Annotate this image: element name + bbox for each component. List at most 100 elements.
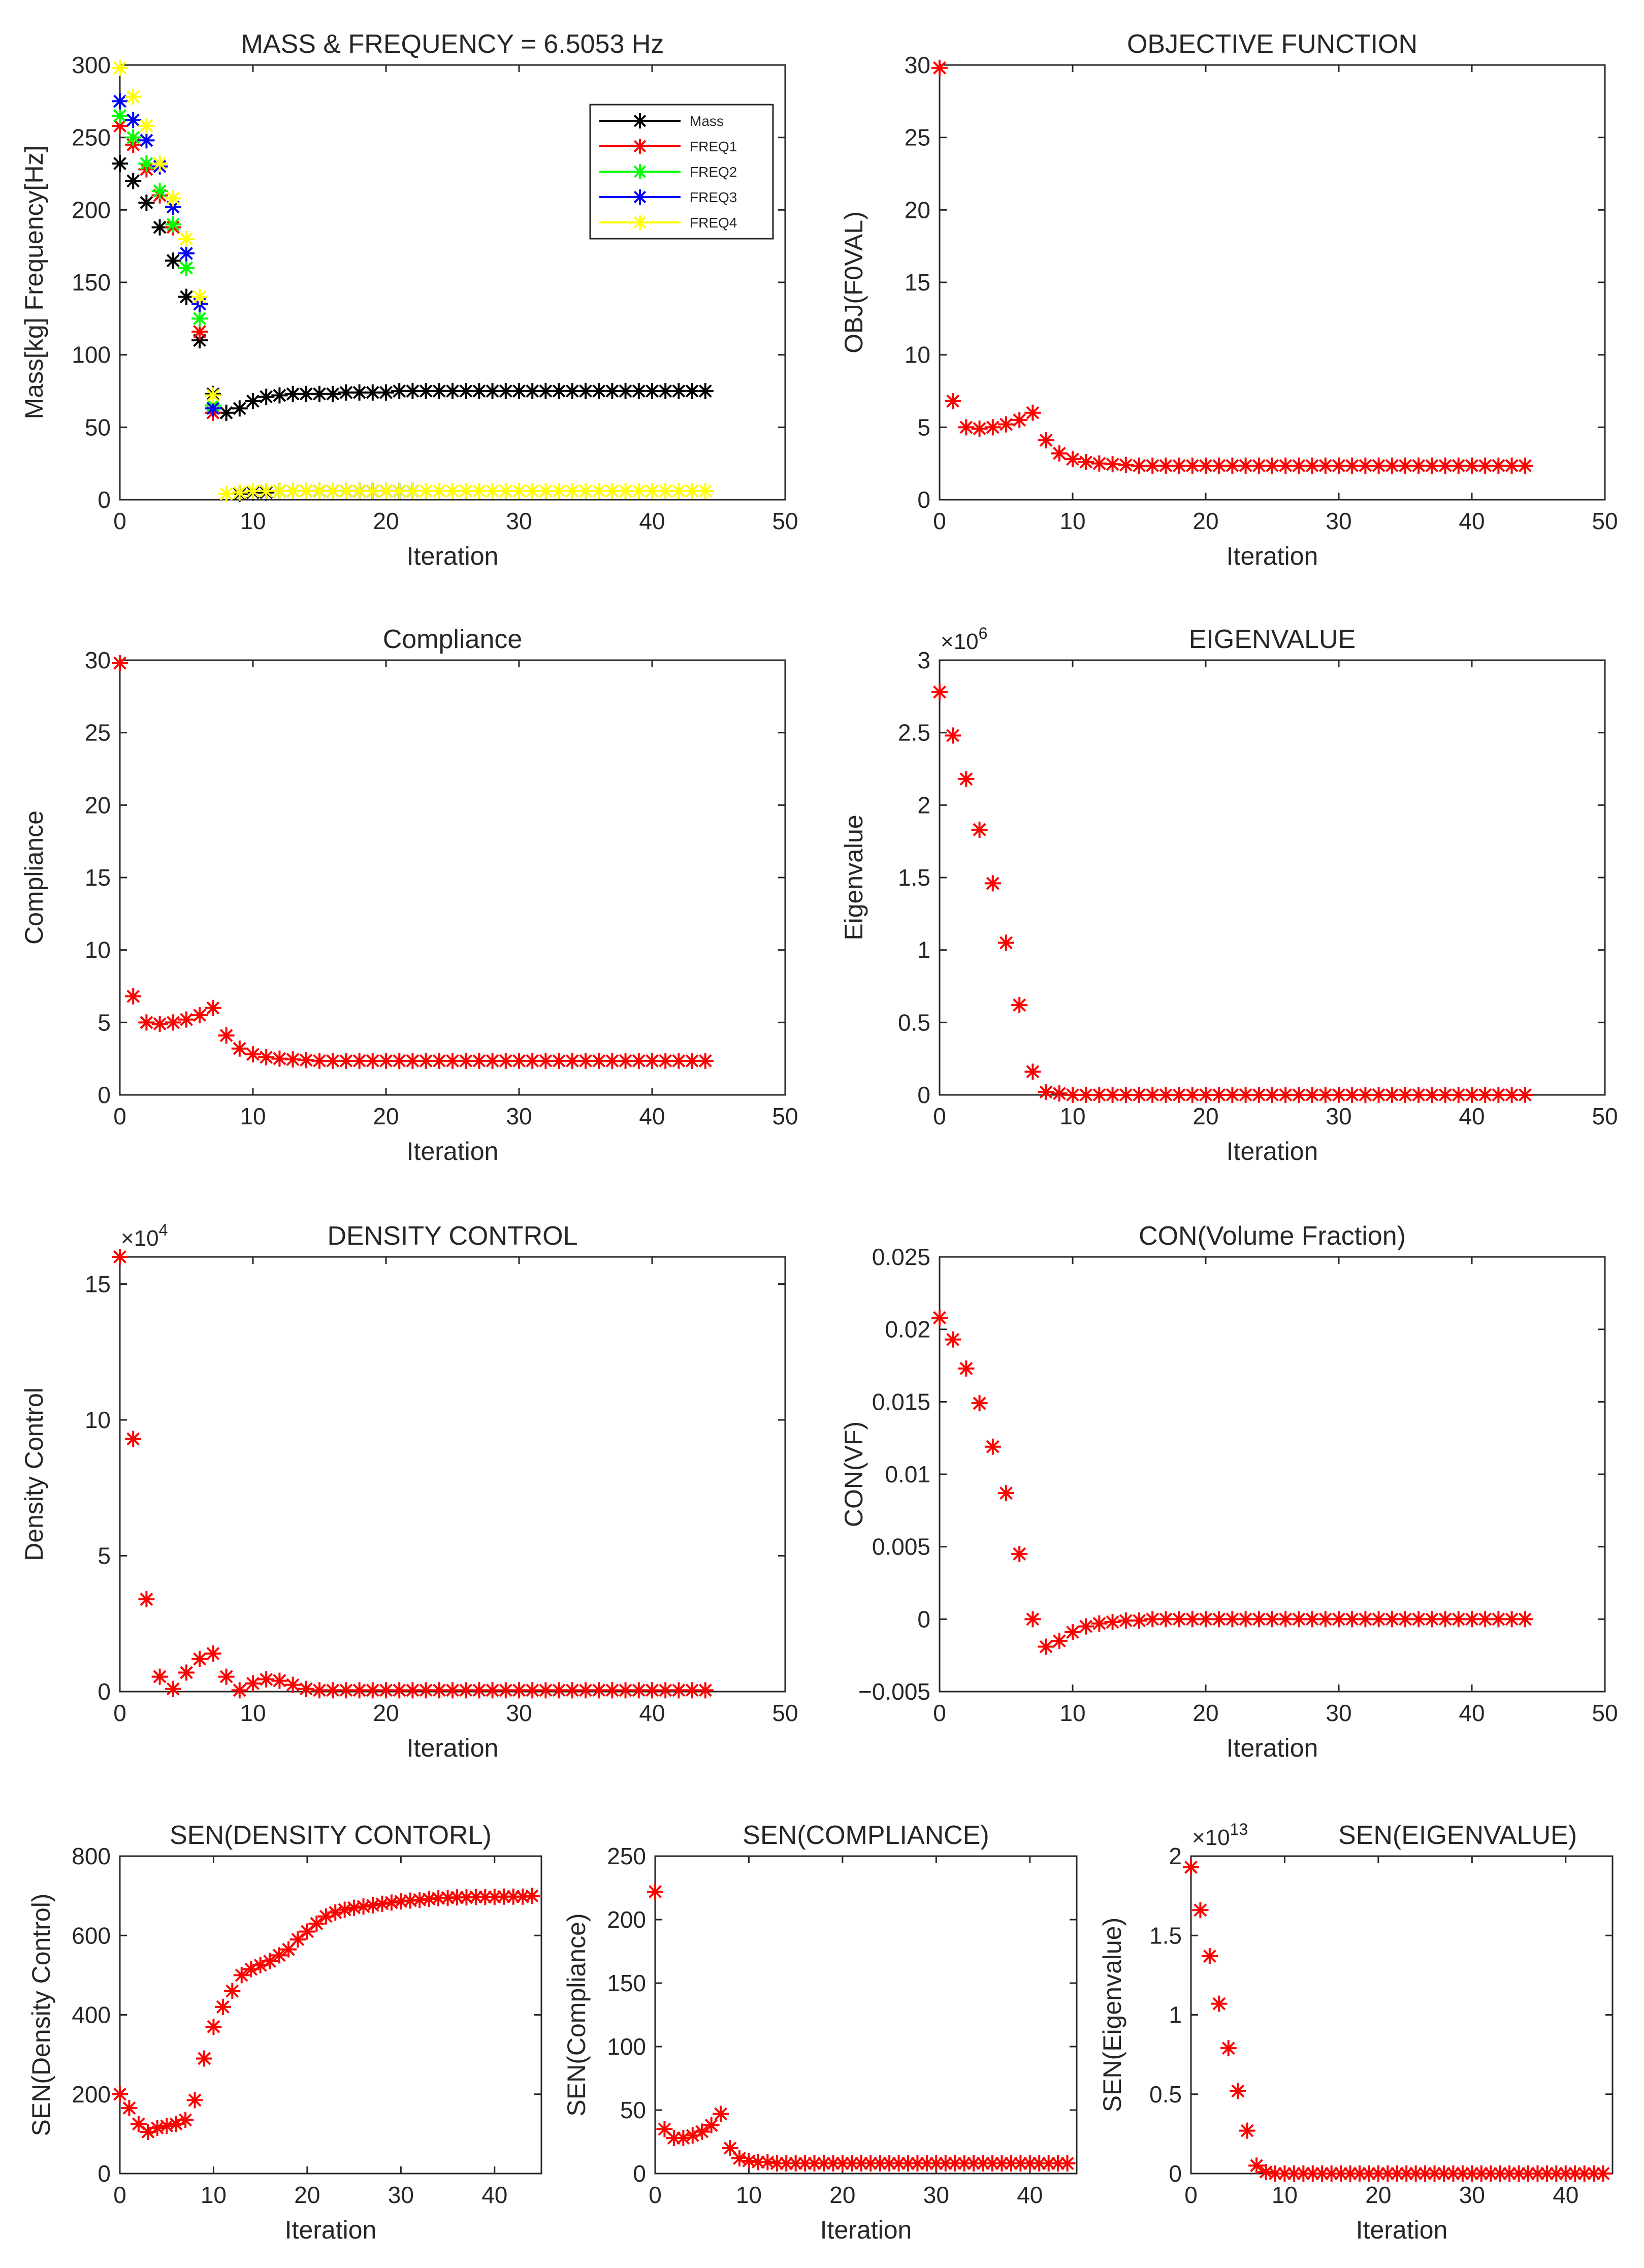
- data-point: [284, 1051, 301, 1068]
- data-point: [364, 384, 381, 401]
- data-point: [890, 2155, 907, 2172]
- data-point: [1323, 2165, 1340, 2182]
- data-point: [449, 1889, 465, 1906]
- data-point: [1331, 1611, 1347, 1628]
- data-point: [1317, 1087, 1334, 1103]
- data-point: [928, 2155, 945, 2172]
- data-point: [1445, 2165, 1462, 2182]
- y-tick-label: 25: [85, 720, 111, 746]
- data-point: [439, 1890, 456, 1906]
- x-tick-label: 50: [772, 1700, 798, 1726]
- data-point: [391, 1682, 408, 1699]
- legend-entry: FREQ3: [599, 189, 737, 205]
- data-point: [524, 1052, 541, 1069]
- axis-multiplier: ×104: [121, 1221, 168, 1251]
- data-point: [806, 2155, 823, 2172]
- y-tick-label: 600: [72, 1922, 111, 1949]
- data-point: [537, 482, 554, 499]
- y-tick-label: 150: [607, 1970, 646, 1996]
- y-tick-label: 800: [72, 1843, 111, 1869]
- y-tick-label: 400: [72, 2002, 111, 2028]
- data-point: [684, 383, 700, 399]
- x-axis-label: Iteration: [407, 1137, 499, 1165]
- x-tick-label: 30: [506, 1103, 532, 1129]
- data-point: [299, 1923, 315, 1940]
- data-point: [604, 482, 621, 499]
- x-tick-label: 10: [201, 2182, 227, 2208]
- y-tick-label: 5: [98, 1009, 111, 1035]
- series-freq4: [112, 59, 714, 502]
- data-point: [393, 1893, 409, 1910]
- y-tick-label: 50: [85, 414, 111, 440]
- multiplier-base: ×10: [1192, 1825, 1230, 1850]
- chart-title: MASS & FREQUENCY = 6.5053 Hz: [241, 29, 664, 59]
- data-point: [1065, 451, 1081, 468]
- data-point: [1040, 2155, 1057, 2172]
- data-point: [1548, 2165, 1565, 2182]
- data-point: [1050, 2155, 1067, 2172]
- data-point: [298, 385, 314, 402]
- data-point: [768, 2155, 785, 2172]
- y-tick-label: 20: [85, 792, 111, 818]
- x-tick-label: 30: [506, 508, 532, 534]
- data-point: [524, 482, 541, 499]
- x-tick-label: 0: [113, 1700, 126, 1726]
- x-tick-label: 20: [294, 2182, 320, 2208]
- data-point: [722, 2140, 738, 2156]
- data-point: [998, 416, 1014, 433]
- data-point: [644, 482, 660, 499]
- data-point: [537, 1682, 554, 1699]
- y-tick-label: 0.02: [885, 1316, 930, 1343]
- data-point: [231, 1682, 248, 1699]
- data-point: [112, 117, 128, 134]
- data-point: [931, 59, 948, 76]
- data-point: [458, 1889, 475, 1906]
- data-point: [1464, 457, 1480, 474]
- data-point: [365, 1897, 381, 1914]
- y-tick-label: 1: [917, 937, 930, 963]
- data-point: [834, 2155, 851, 2172]
- data-point: [998, 1485, 1014, 1502]
- data-point: [224, 1983, 241, 1999]
- data-point: [191, 332, 208, 349]
- data-point: [125, 988, 142, 1005]
- data-point: [1586, 2165, 1602, 2182]
- x-axis-label: Iteration: [1227, 1137, 1318, 1165]
- x-tick-label: 10: [1059, 1103, 1085, 1129]
- y-tick-label: 100: [72, 342, 111, 368]
- data-point: [112, 2086, 128, 2102]
- data-point: [404, 1682, 421, 1699]
- data-point: [1078, 1618, 1094, 1635]
- data-point: [591, 1052, 607, 1069]
- data-point: [458, 383, 474, 399]
- data-point: [484, 1682, 501, 1699]
- x-tick-label: 40: [639, 1103, 665, 1129]
- data-point: [945, 393, 961, 409]
- data-point: [258, 1049, 275, 1065]
- data-point: [551, 383, 567, 399]
- x-axis-label: Iteration: [820, 2216, 912, 2244]
- y-tick-label: 0: [98, 1678, 111, 1705]
- data-point: [112, 1249, 128, 1265]
- x-tick-label: 20: [1192, 508, 1218, 534]
- data-point: [346, 1899, 363, 1916]
- data-point: [1171, 1611, 1187, 1628]
- data-point: [1291, 457, 1307, 474]
- data-point: [984, 2155, 1001, 2172]
- data-point: [1370, 457, 1387, 474]
- data-point: [497, 383, 514, 399]
- legend-entry: FREQ2: [599, 164, 737, 180]
- data-point: [551, 1682, 567, 1699]
- data-point: [308, 1915, 325, 1932]
- data-point: [1407, 2165, 1424, 2182]
- data-point: [1104, 1614, 1121, 1631]
- data-point: [1357, 1611, 1374, 1628]
- data-point: [1317, 1611, 1334, 1628]
- data-point: [1184, 1611, 1201, 1628]
- y-tick-label: 1.5: [898, 864, 930, 891]
- data-point: [378, 384, 394, 401]
- data-point: [1557, 2165, 1574, 2182]
- multiplier-base: ×10: [121, 1226, 159, 1251]
- data-point: [1397, 457, 1413, 474]
- series-sen-eigen: [1183, 1859, 1611, 2182]
